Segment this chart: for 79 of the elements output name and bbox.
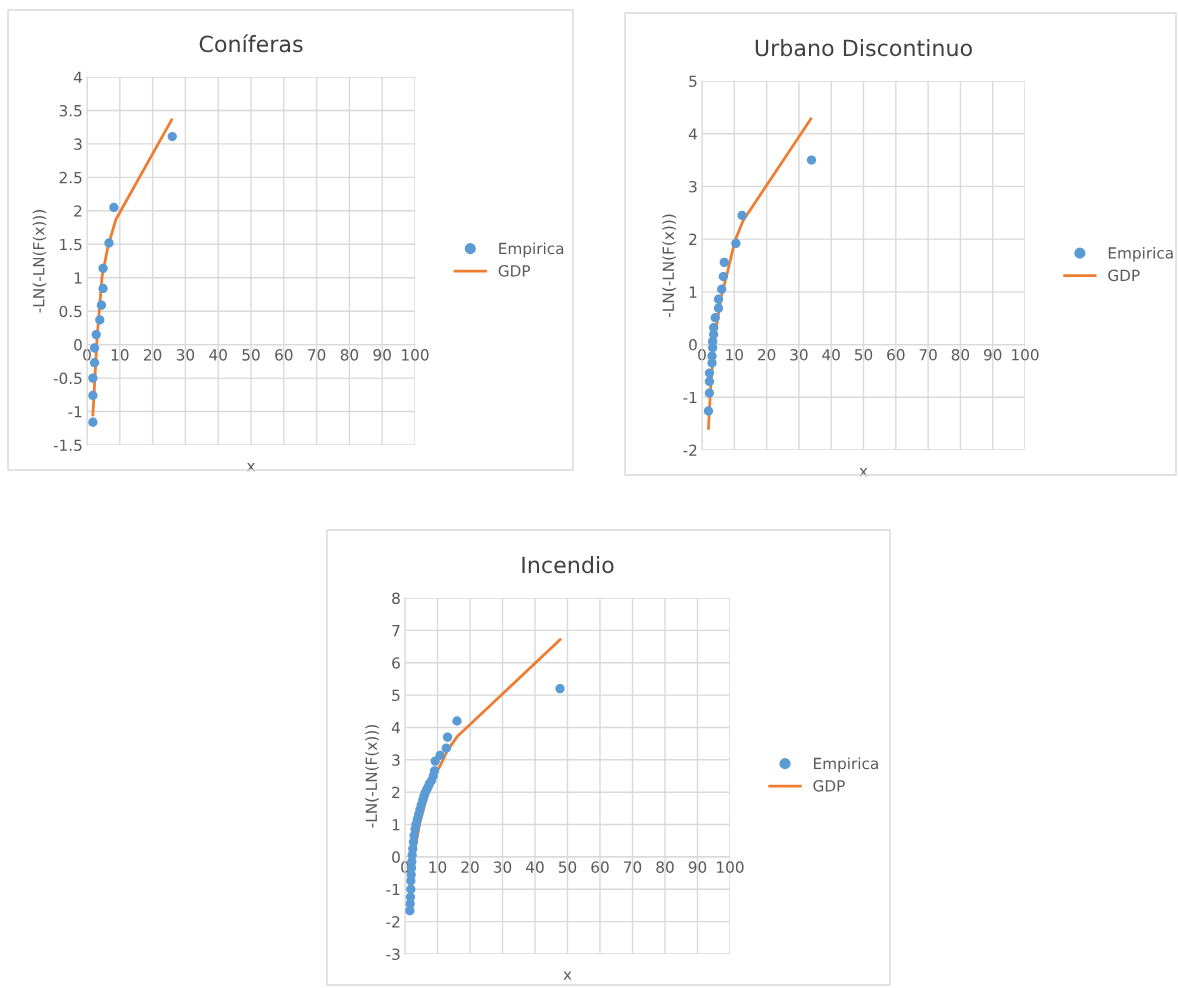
y-tick-label: -3 [386,948,400,961]
x-tick-label: 0 [83,349,91,361]
x-tick-label: 60 [275,349,293,361]
y-tick-label: 1 [74,272,82,284]
x-tick-label: 70 [308,349,326,361]
y-tick-label: 4 [73,71,82,83]
legend-label: Empirica [1108,246,1173,262]
x-tick-label: 60 [591,861,609,873]
y-tick-label: 0 [689,339,697,351]
x-tick-label: 30 [790,349,808,361]
y-tick-label: 3 [689,180,697,193]
x-tick-label: 40 [209,349,227,361]
x-tick-label: 70 [624,861,642,873]
x-tick-label: 30 [176,349,195,361]
x-tick-label: 40 [526,861,544,873]
y-tick-label: -1 [683,391,697,404]
y-axis-title: -LN(-LN(F(x))) [365,725,379,828]
x-tick-label: 80 [656,861,674,873]
x-tick-label: 90 [373,349,391,361]
legend-label: Empirica [499,242,564,258]
x-tick-label: 0 [698,349,706,361]
x-axis-title: x [859,468,868,477]
y-tick-label: 7 [392,625,400,637]
x-tick-label: 80 [951,349,970,361]
x-tick-label: 100 [717,861,744,873]
y-tick-label: 1 [392,819,400,831]
y-tick-label: 8 [392,592,400,605]
x-tick-label: 40 [822,349,840,361]
x-tick-label: 50 [242,349,260,361]
y-tick-label: 0 [392,851,400,863]
x-tick-label: 100 [1012,349,1039,361]
y-tick-label: 1 [689,286,697,298]
y-tick-label: 4 [688,128,697,140]
x-tick-label: 70 [919,349,937,361]
legend-label: GDP [1108,269,1140,282]
x-tick-label: 10 [726,349,744,361]
y-axis-title: -LN(-LN(F(x))) [662,214,676,317]
x-tick-label: 80 [340,349,359,361]
x-tick-label: 20 [758,349,776,361]
legend-label: Empirica [814,757,878,773]
legend-label: GDP [498,265,531,277]
y-tick-label: -2 [386,916,400,928]
x-tick-label: 10 [429,861,447,873]
y-tick-label: 5 [392,689,400,702]
x-axis-title: x [246,462,256,472]
y-tick-label: 3 [74,138,82,150]
y-tick-label: -2 [683,444,697,456]
y-tick-label: 2.5 [59,171,82,184]
x-tick-label: 10 [111,349,129,361]
y-tick-label: 2 [74,205,82,217]
y-tick-label: -1.5 [53,439,82,452]
x-tick-label: 30 [493,861,512,873]
legend-label: GDP [813,780,845,792]
y-tick-label: 5 [689,75,697,88]
x-tick-label: 90 [983,349,1002,361]
y-tick-label: 0.5 [59,305,82,318]
y-tick-label: 2 [392,786,400,798]
x-tick-label: 90 [688,861,707,873]
x-tick-label: 100 [402,349,429,361]
y-tick-label: 1.5 [60,238,82,251]
y-tick-label: -1 [386,883,400,896]
y-tick-label: 0 [74,339,82,351]
y-tick-label: 3.5 [59,104,82,117]
chart-title: Urbano Discontinuo [755,39,972,57]
x-tick-label: 50 [854,349,873,361]
chart-title: Coníferas [199,34,303,53]
y-axis-title: -LN(-LN(F(x))) [32,210,47,313]
x-tick-label: 50 [558,861,577,873]
y-tick-label: -1 [68,406,82,418]
y-tick-label: 4 [391,722,400,734]
x-tick-label: 20 [461,861,479,873]
x-tick-label: 60 [887,349,905,361]
x-axis-title: x [563,971,572,980]
y-tick-label: 3 [392,754,400,766]
x-tick-label: 20 [144,349,162,361]
y-tick-label: 6 [392,657,400,669]
y-tick-label: 2 [689,233,697,245]
y-tick-label: -0.5 [53,372,82,385]
chart-title: Incendio [522,556,614,574]
